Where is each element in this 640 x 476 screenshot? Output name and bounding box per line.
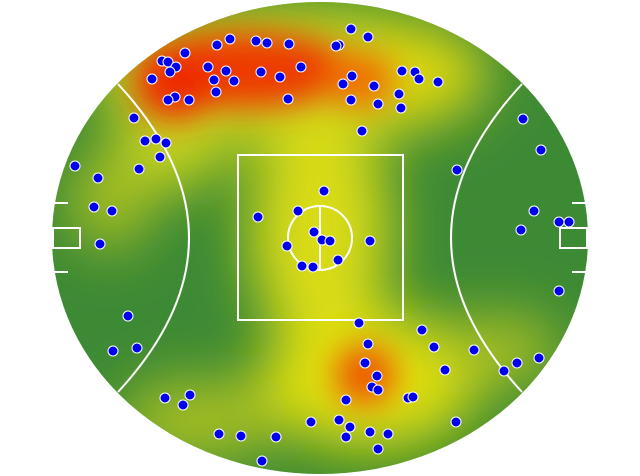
- point: [159, 392, 171, 404]
- point: [202, 61, 214, 73]
- point: [220, 65, 232, 77]
- point: [498, 365, 510, 377]
- point: [324, 235, 336, 247]
- point: [362, 338, 374, 350]
- point: [69, 160, 81, 172]
- point: [295, 61, 307, 73]
- point: [515, 224, 527, 236]
- point: [359, 357, 371, 369]
- point: [332, 254, 344, 266]
- point: [308, 226, 320, 238]
- point: [281, 240, 293, 252]
- point: [468, 344, 480, 356]
- point: [261, 37, 273, 49]
- point: [208, 74, 220, 86]
- point: [296, 260, 308, 272]
- point: [340, 394, 352, 406]
- point: [92, 172, 104, 184]
- point: [250, 35, 262, 47]
- point: [210, 86, 222, 98]
- point: [305, 416, 317, 428]
- point: [224, 33, 236, 45]
- point: [184, 389, 196, 401]
- point: [255, 66, 267, 78]
- point: [517, 113, 529, 125]
- point: [413, 73, 425, 85]
- point: [511, 357, 523, 369]
- point: [428, 341, 440, 353]
- point: [256, 455, 268, 467]
- point: [432, 76, 444, 88]
- point: [364, 235, 376, 247]
- point: [396, 65, 408, 77]
- point: [282, 93, 294, 105]
- point: [553, 285, 565, 297]
- point: [393, 88, 405, 100]
- point: [160, 137, 172, 149]
- point: [382, 428, 394, 440]
- point: [162, 94, 174, 106]
- point: [107, 345, 119, 357]
- point: [154, 151, 166, 163]
- point: [131, 342, 143, 354]
- point: [368, 80, 380, 92]
- point: [333, 414, 345, 426]
- point: [535, 144, 547, 156]
- point: [146, 73, 158, 85]
- point: [353, 317, 365, 329]
- point: [213, 428, 225, 440]
- point: [150, 133, 162, 145]
- point: [283, 38, 295, 50]
- point: [183, 94, 195, 106]
- point: [344, 421, 356, 433]
- point: [318, 185, 330, 197]
- point: [407, 391, 419, 403]
- point: [533, 352, 545, 364]
- point: [451, 164, 463, 176]
- point: [252, 211, 264, 223]
- point: [563, 216, 575, 228]
- point: [88, 201, 100, 213]
- point: [177, 399, 189, 411]
- point: [553, 216, 565, 228]
- point: [94, 238, 106, 250]
- point: [292, 205, 304, 217]
- point: [228, 75, 240, 87]
- point: [372, 98, 384, 110]
- point: [364, 426, 376, 438]
- point: [371, 370, 383, 382]
- point: [274, 71, 286, 83]
- point: [340, 431, 352, 443]
- point: [128, 112, 140, 124]
- point: [528, 205, 540, 217]
- point: [139, 135, 151, 147]
- point: [307, 261, 319, 273]
- point: [356, 125, 368, 137]
- point: [337, 78, 349, 90]
- point: [330, 40, 342, 52]
- point: [122, 310, 134, 322]
- point: [362, 31, 374, 43]
- point: [106, 205, 118, 217]
- point: [395, 102, 407, 114]
- point: [345, 23, 357, 35]
- point: [439, 364, 451, 376]
- point: [270, 431, 282, 443]
- point: [372, 384, 384, 396]
- point: [235, 430, 247, 442]
- point: [416, 324, 428, 336]
- point: [345, 94, 357, 106]
- point: [372, 443, 384, 455]
- point: [346, 70, 358, 82]
- point: [164, 66, 176, 78]
- point: [211, 39, 223, 51]
- point: [133, 163, 145, 175]
- point: [450, 416, 462, 428]
- point: [179, 47, 191, 59]
